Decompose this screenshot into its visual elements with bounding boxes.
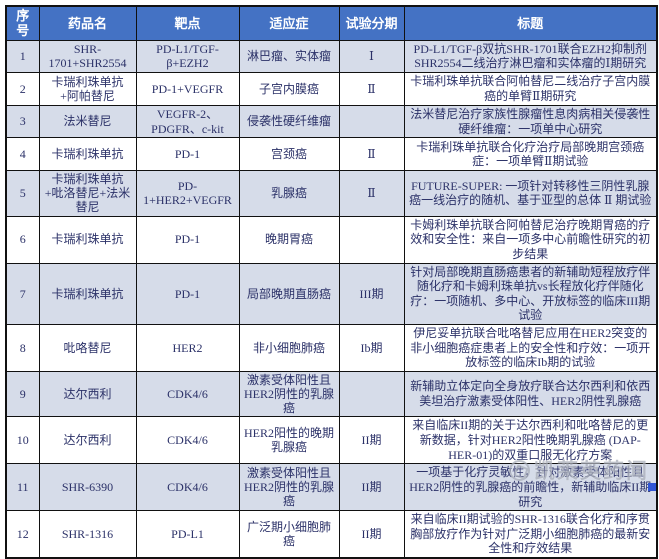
cell-trial-phase: Ib期	[338, 324, 405, 372]
table-row: 4 卡瑞利珠单抗 PD-1 宫颈癌 Ⅱ 卡瑞利珠单抗联合化疗治疗局部晚期宫颈癌症…	[5, 137, 658, 172]
cell-drug-name: 达尔西利	[38, 370, 137, 418]
cell-target: PD-1	[135, 137, 240, 172]
cell-trial-phase	[338, 215, 405, 264]
cell-serial-number: 4	[5, 137, 40, 172]
cell-indication: 乳腺癌	[238, 170, 340, 217]
cell-trial-phase: II期	[338, 510, 405, 559]
table-row: 9 达尔西利 CDK4/6 激素受体阳性且HER2阴性的乳腺癌 新辅助立体定向全…	[5, 370, 658, 418]
table-row: 3 法米替尼 VEGFR-2、PDGFR、c-kit 侵袭性硬纤维瘤 法米替尼治…	[5, 104, 658, 139]
cell-target: PD-1+VEGFR	[135, 71, 240, 106]
table-row: 11 SHR-6390 CDK4/6 激素受体阳性且HER2阴性的乳腺癌 II期…	[5, 463, 658, 512]
cell-drug-name: 法米替尼	[38, 104, 137, 139]
cell-trial-phase: II期	[338, 416, 405, 465]
cell-indication: 激素受体阳性且HER2阴性的乳腺癌	[238, 370, 340, 418]
cell-trial-phase: Ⅱ	[338, 137, 405, 172]
cell-target: PD-1	[135, 262, 240, 325]
cell-drug-name: 达尔西利	[38, 416, 137, 465]
cell-study-title: 来自临床II期试验的SHR-1316联合化疗和序贯胸部放疗作为针对广泛期小细胞肺…	[403, 510, 658, 559]
cell-target: PD-1+HER2+VEGFR	[135, 170, 240, 217]
table-row: 7 卡瑞利珠单抗 PD-1 局部晚期直肠癌 III期 针对局部晚期直肠癌患者的新…	[5, 262, 658, 325]
cell-target: HER2	[135, 324, 240, 372]
cell-target: PD-1	[135, 215, 240, 264]
cell-serial-number: 6	[5, 215, 40, 264]
cell-study-title: PD-L1/TGF-β双抗SHR-1701联合EZH2抑制剂SHR2554二线治…	[403, 39, 658, 73]
cell-serial-number: 12	[5, 510, 40, 559]
cell-study-title: 法米替尼治疗家族性腺瘤性息肉病相关侵袭性硬纤维瘤：一项单中心研究	[403, 104, 658, 139]
table-row: 12 SHR-1316 PD-L1 广泛期小细胞肺癌 II期 来自临床II期试验…	[5, 510, 658, 559]
cell-study-title: FUTURE-SUPER: 一项针对转移性三阴性乳腺癌一线治疗的随机、基于亚型的…	[403, 170, 658, 217]
cell-study-title: 新辅助立体定向全身放疗联合达尔西利和依西美坦治疗激素受体阳性、HER2阴性乳腺癌	[403, 370, 658, 418]
cell-study-title: 一项基于化疗灵敏性，针对激素受体阳性且HER2阴性的乳腺癌的前瞻性，新辅助临床I…	[403, 463, 658, 512]
cell-indication: HER2阳性的晚期乳腺癌	[238, 416, 340, 465]
cell-serial-number: 11	[5, 463, 40, 512]
cell-trial-phase: Ⅰ	[338, 39, 405, 73]
cell-indication: 激素受体阳性且HER2阴性的乳腺癌	[238, 463, 340, 512]
cell-drug-name: 卡瑞利珠单抗	[38, 215, 137, 264]
cell-serial-number: 10	[5, 416, 40, 465]
cell-study-title: 来自临床II期的关于达尔西利和吡咯替尼的更新数据，针对HER2阳性晚期乳腺癌 (…	[403, 416, 658, 465]
cell-drug-name: 卡瑞利珠单抗	[38, 262, 137, 325]
cell-serial-number: 2	[5, 71, 40, 106]
table-row: 1 SHR-1701+SHR2554 PD-L1/TGF-β+EZH2 淋巴瘤、…	[5, 39, 658, 73]
cell-drug-name: SHR-6390	[38, 463, 137, 512]
table-row: 5 卡瑞利珠单抗+吡洛替尼+法米替尼 PD-1+HER2+VEGFR 乳腺癌 Ⅱ…	[5, 170, 658, 217]
cell-study-title: 卡姆利珠单抗联合阿帕替尼治疗晚期胃癌的疗效和安全性：来自一项多中心前瞻性研究的初…	[403, 215, 658, 264]
cell-indication: 晚期胃癌	[238, 215, 340, 264]
cell-drug-name: SHR-1701+SHR2554	[38, 39, 137, 73]
cell-indication: 子宫内膜癌	[238, 71, 340, 106]
cell-target: CDK4/6	[135, 370, 240, 418]
cell-serial-number: 3	[5, 104, 40, 139]
cell-drug-name: SHR-1316	[38, 510, 137, 559]
col-header-target: 靶点	[135, 5, 240, 41]
cell-trial-phase: III期	[338, 262, 405, 325]
col-header-title: 标题	[403, 5, 658, 41]
cell-indication: 局部晚期直肠癌	[238, 262, 340, 325]
cell-target: CDK4/6	[135, 463, 240, 512]
cell-drug-name: 卡瑞利珠单抗+吡洛替尼+法米替尼	[38, 170, 137, 217]
cell-trial-phase: II期	[338, 463, 405, 512]
cell-serial-number: 9	[5, 370, 40, 418]
cell-serial-number: 7	[5, 262, 40, 325]
cell-trial-phase: Ⅱ	[338, 170, 405, 217]
cell-target: CDK4/6	[135, 416, 240, 465]
table-row: 10 达尔西利 CDK4/6 HER2阳性的晚期乳腺癌 II期 来自临床II期的…	[5, 416, 658, 465]
table-body: 1 SHR-1701+SHR2554 PD-L1/TGF-β+EZH2 淋巴瘤、…	[5, 39, 658, 559]
selection-corner-marker	[648, 483, 656, 491]
cell-indication: 宫颈癌	[238, 137, 340, 172]
cell-study-title: 卡瑞利珠单抗联合阿帕替尼二线治疗子宫内膜癌的单臂Ⅱ期研究	[403, 71, 658, 106]
header-row: 序号 药品名 靶点 适应症 试验分期 标题	[5, 5, 658, 41]
table-header: 序号 药品名 靶点 适应症 试验分期 标题	[5, 5, 658, 41]
cell-indication: 淋巴瘤、实体瘤	[238, 39, 340, 73]
cell-trial-phase	[338, 370, 405, 418]
cell-drug-name: 卡瑞利珠单抗	[38, 137, 137, 172]
cell-target: VEGFR-2、PDGFR、c-kit	[135, 104, 240, 139]
cell-trial-phase: Ⅱ	[338, 71, 405, 106]
clinical-trials-table: 序号 药品名 靶点 适应症 试验分期 标题 1 SHR-1701+SHR2554…	[5, 5, 658, 559]
cell-serial-number: 8	[5, 324, 40, 372]
cell-study-title: 针对局部晚期直肠癌患者的新辅助短程放疗伴随化疗和卡姆利珠单抗vs长程放化疗伴随化…	[403, 262, 658, 325]
cell-target: PD-L1/TGF-β+EZH2	[135, 39, 240, 73]
cell-study-title: 伊尼妥单抗联合吡咯替尼应用在HER2突变的非小细胞癌症患者上的安全性和疗效：一项…	[403, 324, 658, 372]
cell-serial-number: 5	[5, 170, 40, 217]
col-header-drug: 药品名	[38, 5, 137, 41]
cell-trial-phase	[338, 104, 405, 139]
cell-indication: 非小细胞肺癌	[238, 324, 340, 372]
table-row: 8 吡咯替尼 HER2 非小细胞肺癌 Ib期 伊尼妥单抗联合吡咯替尼应用在HER…	[5, 324, 658, 372]
cell-indication: 侵袭性硬纤维瘤	[238, 104, 340, 139]
table-row: 6 卡瑞利珠单抗 PD-1 晚期胃癌 卡姆利珠单抗联合阿帕替尼治疗晚期胃癌的疗效…	[5, 215, 658, 264]
cell-serial-number: 1	[5, 39, 40, 73]
col-header-indication: 适应症	[238, 5, 340, 41]
table-row: 2 卡瑞利珠单抗+阿帕替尼 PD-1+VEGFR 子宫内膜癌 Ⅱ 卡瑞利珠单抗联…	[5, 71, 658, 106]
col-header-index: 序号	[5, 5, 40, 41]
cell-indication: 广泛期小细胞肺癌	[238, 510, 340, 559]
clinical-trials-table-wrap: 序号 药品名 靶点 适应症 试验分期 标题 1 SHR-1701+SHR2554…	[5, 5, 658, 559]
cell-drug-name: 吡咯替尼	[38, 324, 137, 372]
cell-target: PD-L1	[135, 510, 240, 559]
cell-study-title: 卡瑞利珠单抗联合化疗治疗局部晚期宫颈癌症：一项单臂Ⅱ期试验	[403, 137, 658, 172]
cell-drug-name: 卡瑞利珠单抗+阿帕替尼	[38, 71, 137, 106]
col-header-phase: 试验分期	[338, 5, 405, 41]
